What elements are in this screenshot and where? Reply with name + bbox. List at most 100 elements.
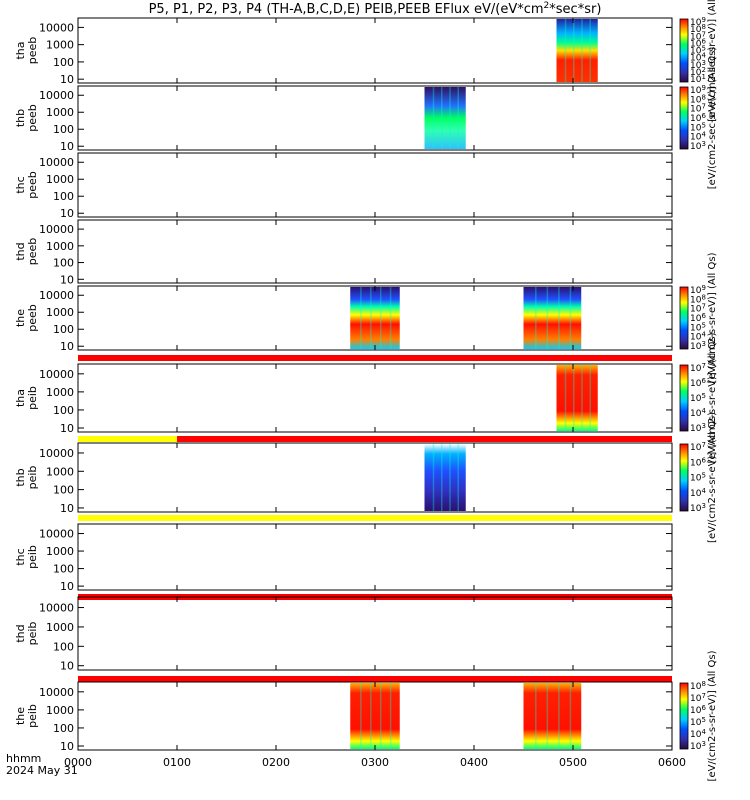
panel-frame: [77, 596, 673, 671]
spectrogram-block: [556, 365, 598, 431]
panel-label-product: peeb: [26, 104, 39, 132]
x-tick-label: 0500: [559, 756, 587, 769]
panel-label-product: peeb: [26, 171, 39, 199]
y-tick-label: 10: [60, 273, 74, 286]
panel-label-probe: tha: [14, 389, 27, 407]
y-tick-label: 100: [53, 123, 74, 136]
y-tick-label: 1000: [46, 465, 74, 478]
colorbar-tick-label: 108: [690, 293, 706, 305]
x-axis-label-format: hhmm: [6, 752, 41, 765]
panel-frame: [77, 219, 673, 284]
y-tick-label: 100: [53, 722, 74, 735]
spectrogram-streak: [389, 683, 392, 749]
y-tick-label: 1000: [46, 106, 74, 119]
colorbar-tick-label: 107: [690, 362, 706, 374]
spectrogram-streak: [564, 365, 567, 431]
panel-label-probe: tha: [14, 41, 27, 59]
colorbar-label: [eV/(cm2-s-sr-eV)] (All Qs): [707, 650, 718, 781]
y-tick-label: 100: [53, 257, 74, 270]
spectrogram-streak: [432, 87, 435, 149]
panel-thd-peib: 10 100 1000 10000 thd peib: [14, 596, 673, 682]
colorbar-tick-label: 102: [690, 66, 706, 78]
y-tick-label: 10000: [39, 686, 74, 699]
spectrogram-streak: [581, 19, 583, 82]
panel-label-probe: thb: [14, 468, 27, 486]
colorbar-label: [eV/(cm2-sec-sr-eV)] (All Qs): [707, 0, 718, 122]
y-tick-label: 10: [60, 740, 74, 753]
panel-label-probe: thd: [14, 242, 27, 260]
panel-label-probe: thc: [14, 548, 27, 565]
y-tick-label: 10: [60, 422, 74, 435]
y-tick-label: 100: [53, 56, 74, 69]
spectrogram-block: [523, 287, 582, 349]
colorbar-tick-label: 106: [690, 112, 706, 124]
y-tick-label: 100: [53, 640, 74, 653]
colorbar-tick-label: 104: [690, 407, 706, 419]
colorbar: [679, 286, 689, 350]
y-tick-label: 100: [53, 563, 74, 576]
colorbar-tick-label: 108: [690, 23, 706, 35]
spectrogram-streak: [370, 683, 372, 749]
panel-label-product: peeb: [26, 304, 39, 332]
colorbar: [679, 364, 689, 432]
spectrogram-block: [424, 87, 466, 149]
colorbar-tick-label: 109: [690, 284, 706, 296]
colorbar-tick-label: 105: [690, 716, 706, 728]
spectrogram-streak: [546, 287, 549, 349]
colorbar-tick-label: 106: [690, 377, 706, 389]
y-tick-label: 10: [60, 580, 74, 593]
colorbar-tick-label: 104: [690, 728, 706, 740]
status-bar-segment: [78, 515, 672, 521]
colorbar-tick-label: 103: [690, 502, 706, 514]
spectrogram-block: [350, 683, 400, 749]
colorbar-tick-label: 105: [690, 472, 706, 484]
spectrogram-streak: [535, 287, 537, 349]
colorbar: [679, 86, 689, 150]
colorbar-tick-label: 103: [690, 59, 706, 71]
spectrogram-streak: [457, 444, 459, 511]
colorbar-tick-label: 108: [690, 680, 706, 692]
spectrogram-block: [350, 287, 400, 349]
panel-label-product: peeb: [26, 37, 39, 65]
colorbar-tick-label: 105: [690, 321, 706, 333]
panel-frame: [77, 442, 673, 513]
colorbar-tick-label: 107: [690, 303, 706, 315]
colorbar-tick-label: 103: [690, 340, 706, 352]
colorbar-tick-label: 104: [690, 52, 706, 64]
panel-label-product: peeb: [26, 238, 39, 266]
y-tick-label: 100: [53, 190, 74, 203]
panel-label-probe: thc: [14, 176, 27, 193]
y-tick-label: 10000: [39, 368, 74, 381]
x-tick-label: 0000: [64, 756, 92, 769]
colorbar-label: [eV/(cm2-sec-sr-eV)] (All Qs): [707, 47, 718, 190]
panel-label-probe: thd: [14, 624, 27, 642]
x-tick-label: 0600: [658, 756, 686, 769]
y-tick-label: 10: [60, 73, 74, 86]
status-bar-segment: [78, 355, 672, 361]
y-tick-label: 1000: [46, 39, 74, 52]
panel-label-product: peib: [26, 386, 39, 410]
spectrogram-streak: [457, 87, 459, 149]
y-tick-label: 1000: [46, 545, 74, 558]
y-tick-label: 100: [53, 404, 74, 417]
panel-frame: [77, 152, 673, 218]
spectrogram-block: [556, 19, 598, 82]
figure-title-main: P5, P1, P2, P3, P4 (TH-A,B,C,D,E) PEIB,P…: [149, 2, 544, 17]
figure-title-sup: 2: [544, 1, 550, 11]
y-tick-label: 10000: [39, 602, 74, 615]
y-tick-label: 10: [60, 660, 74, 673]
y-tick-label: 100: [53, 323, 74, 336]
colorbar-tick-label: 107: [690, 692, 706, 704]
colorbar: [679, 18, 689, 83]
spectrogram-streak: [573, 365, 575, 431]
colorbar-tick-label: 107: [690, 441, 706, 453]
spectrogram-streak: [441, 444, 443, 511]
panel-frame: [77, 523, 673, 591]
panel-label-probe: the: [14, 707, 27, 725]
y-tick-label: 1000: [46, 240, 74, 253]
x-tick-label: 0200: [262, 756, 290, 769]
colorbar-tick-label: 106: [690, 456, 706, 468]
spectrogram-streak: [569, 287, 572, 349]
